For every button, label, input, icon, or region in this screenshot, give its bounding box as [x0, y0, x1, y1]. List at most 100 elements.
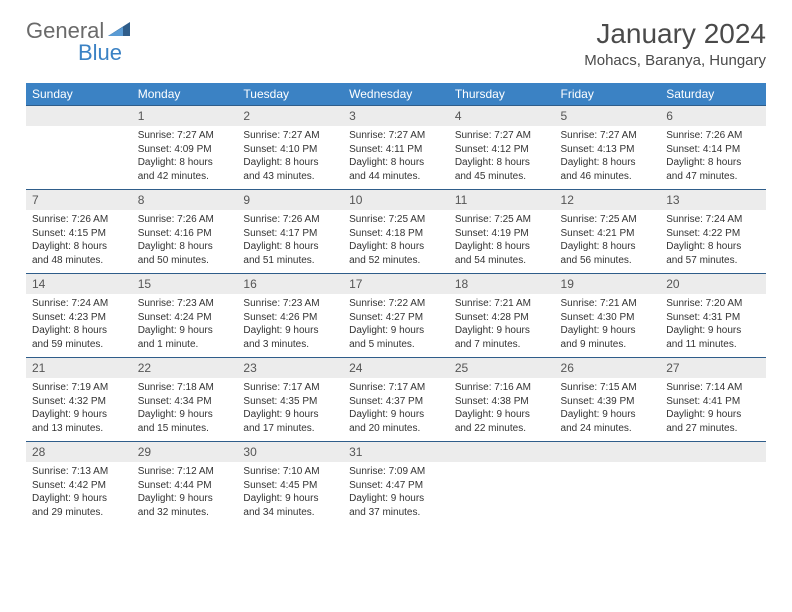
calendar-row: 1Sunrise: 7:27 AMSunset: 4:09 PMDaylight… — [26, 106, 766, 190]
sunrise-text: Sunrise: 7:21 AM — [455, 297, 549, 311]
daylight-text-1: Daylight: 8 hours — [138, 156, 232, 170]
sunrise-text: Sunrise: 7:17 AM — [243, 381, 337, 395]
daylight-text-2: and 13 minutes. — [32, 422, 126, 436]
day-number: 1 — [132, 106, 238, 126]
sunrise-text: Sunrise: 7:26 AM — [32, 213, 126, 227]
day-content: Sunrise: 7:10 AMSunset: 4:45 PMDaylight:… — [237, 462, 343, 525]
calendar-row: 21Sunrise: 7:19 AMSunset: 4:32 PMDayligh… — [26, 358, 766, 442]
sunset-text: Sunset: 4:23 PM — [32, 311, 126, 325]
day-content: Sunrise: 7:21 AMSunset: 4:28 PMDaylight:… — [449, 294, 555, 357]
sunset-text: Sunset: 4:11 PM — [349, 143, 443, 157]
sunrise-text: Sunrise: 7:26 AM — [243, 213, 337, 227]
day-header: Thursday — [449, 83, 555, 106]
calendar-cell — [555, 442, 661, 526]
daylight-text-2: and 24 minutes. — [561, 422, 655, 436]
day-number-empty — [26, 106, 132, 126]
daylight-text-2: and 22 minutes. — [455, 422, 549, 436]
month-title: January 2024 — [584, 18, 766, 50]
daylight-text-1: Daylight: 8 hours — [455, 240, 549, 254]
calendar-cell — [449, 442, 555, 526]
calendar-cell: 28Sunrise: 7:13 AMSunset: 4:42 PMDayligh… — [26, 442, 132, 526]
calendar-row: 14Sunrise: 7:24 AMSunset: 4:23 PMDayligh… — [26, 274, 766, 358]
day-number: 6 — [660, 106, 766, 126]
daylight-text-1: Daylight: 9 hours — [666, 408, 760, 422]
daylight-text-1: Daylight: 8 hours — [243, 156, 337, 170]
calendar-cell: 5Sunrise: 7:27 AMSunset: 4:13 PMDaylight… — [555, 106, 661, 190]
sunset-text: Sunset: 4:17 PM — [243, 227, 337, 241]
sunrise-text: Sunrise: 7:23 AM — [138, 297, 232, 311]
day-number: 28 — [26, 442, 132, 462]
sunrise-text: Sunrise: 7:17 AM — [349, 381, 443, 395]
day-header: Friday — [555, 83, 661, 106]
daylight-text-2: and 57 minutes. — [666, 254, 760, 268]
day-content: Sunrise: 7:18 AMSunset: 4:34 PMDaylight:… — [132, 378, 238, 441]
day-content: Sunrise: 7:20 AMSunset: 4:31 PMDaylight:… — [660, 294, 766, 357]
daylight-text-1: Daylight: 8 hours — [138, 240, 232, 254]
sunrise-text: Sunrise: 7:26 AM — [138, 213, 232, 227]
daylight-text-2: and 44 minutes. — [349, 170, 443, 184]
day-content: Sunrise: 7:27 AMSunset: 4:09 PMDaylight:… — [132, 126, 238, 189]
day-header: Saturday — [660, 83, 766, 106]
day-content: Sunrise: 7:24 AMSunset: 4:22 PMDaylight:… — [660, 210, 766, 273]
daylight-text-2: and 20 minutes. — [349, 422, 443, 436]
calendar-cell: 20Sunrise: 7:20 AMSunset: 4:31 PMDayligh… — [660, 274, 766, 358]
sunset-text: Sunset: 4:45 PM — [243, 479, 337, 493]
sunset-text: Sunset: 4:31 PM — [666, 311, 760, 325]
calendar-cell: 23Sunrise: 7:17 AMSunset: 4:35 PMDayligh… — [237, 358, 343, 442]
daylight-text-2: and 9 minutes. — [561, 338, 655, 352]
sunrise-text: Sunrise: 7:09 AM — [349, 465, 443, 479]
sunrise-text: Sunrise: 7:27 AM — [138, 129, 232, 143]
calendar-cell: 4Sunrise: 7:27 AMSunset: 4:12 PMDaylight… — [449, 106, 555, 190]
day-content: Sunrise: 7:23 AMSunset: 4:24 PMDaylight:… — [132, 294, 238, 357]
calendar-cell: 14Sunrise: 7:24 AMSunset: 4:23 PMDayligh… — [26, 274, 132, 358]
sunrise-text: Sunrise: 7:25 AM — [561, 213, 655, 227]
daylight-text-2: and 54 minutes. — [455, 254, 549, 268]
daylight-text-1: Daylight: 8 hours — [561, 240, 655, 254]
day-number: 21 — [26, 358, 132, 378]
sunrise-text: Sunrise: 7:12 AM — [138, 465, 232, 479]
daylight-text-2: and 52 minutes. — [349, 254, 443, 268]
calendar-cell: 26Sunrise: 7:15 AMSunset: 4:39 PMDayligh… — [555, 358, 661, 442]
daylight-text-1: Daylight: 9 hours — [32, 408, 126, 422]
day-content: Sunrise: 7:14 AMSunset: 4:41 PMDaylight:… — [660, 378, 766, 441]
location-text: Mohacs, Baranya, Hungary — [584, 52, 766, 69]
calendar-cell — [660, 442, 766, 526]
daylight-text-1: Daylight: 9 hours — [561, 324, 655, 338]
calendar-cell: 9Sunrise: 7:26 AMSunset: 4:17 PMDaylight… — [237, 190, 343, 274]
calendar-row: 28Sunrise: 7:13 AMSunset: 4:42 PMDayligh… — [26, 442, 766, 526]
daylight-text-2: and 29 minutes. — [32, 506, 126, 520]
sunrise-text: Sunrise: 7:15 AM — [561, 381, 655, 395]
sunset-text: Sunset: 4:19 PM — [455, 227, 549, 241]
daylight-text-1: Daylight: 8 hours — [666, 240, 760, 254]
day-content: Sunrise: 7:17 AMSunset: 4:35 PMDaylight:… — [237, 378, 343, 441]
calendar-cell: 15Sunrise: 7:23 AMSunset: 4:24 PMDayligh… — [132, 274, 238, 358]
daylight-text-1: Daylight: 8 hours — [349, 156, 443, 170]
day-content: Sunrise: 7:09 AMSunset: 4:47 PMDaylight:… — [343, 462, 449, 525]
sunrise-text: Sunrise: 7:16 AM — [455, 381, 549, 395]
day-number: 18 — [449, 274, 555, 294]
day-number-empty — [555, 442, 661, 462]
day-content: Sunrise: 7:12 AMSunset: 4:44 PMDaylight:… — [132, 462, 238, 525]
day-number: 15 — [132, 274, 238, 294]
sunset-text: Sunset: 4:18 PM — [349, 227, 443, 241]
day-number: 20 — [660, 274, 766, 294]
daylight-text-2: and 32 minutes. — [138, 506, 232, 520]
day-content: Sunrise: 7:25 AMSunset: 4:19 PMDaylight:… — [449, 210, 555, 273]
day-number: 22 — [132, 358, 238, 378]
day-content: Sunrise: 7:27 AMSunset: 4:10 PMDaylight:… — [237, 126, 343, 189]
day-content: Sunrise: 7:26 AMSunset: 4:17 PMDaylight:… — [237, 210, 343, 273]
sunrise-text: Sunrise: 7:21 AM — [561, 297, 655, 311]
sunrise-text: Sunrise: 7:27 AM — [561, 129, 655, 143]
sunrise-text: Sunrise: 7:20 AM — [666, 297, 760, 311]
sunrise-text: Sunrise: 7:26 AM — [666, 129, 760, 143]
sunrise-text: Sunrise: 7:27 AM — [455, 129, 549, 143]
day-content: Sunrise: 7:25 AMSunset: 4:21 PMDaylight:… — [555, 210, 661, 273]
calendar-cell — [26, 106, 132, 190]
calendar-cell: 13Sunrise: 7:24 AMSunset: 4:22 PMDayligh… — [660, 190, 766, 274]
daylight-text-1: Daylight: 9 hours — [138, 324, 232, 338]
logo-text-blue: Blue — [78, 40, 130, 66]
sunrise-text: Sunrise: 7:27 AM — [243, 129, 337, 143]
sunrise-text: Sunrise: 7:24 AM — [32, 297, 126, 311]
day-number-empty — [660, 442, 766, 462]
daylight-text-1: Daylight: 9 hours — [349, 492, 443, 506]
